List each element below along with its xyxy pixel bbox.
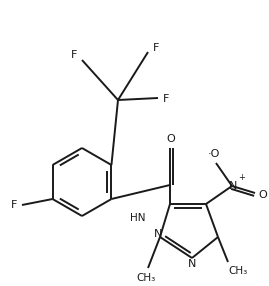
Text: +: + — [239, 172, 245, 182]
Text: ·O: ·O — [208, 149, 220, 159]
Text: O: O — [167, 134, 175, 144]
Text: HN: HN — [130, 213, 146, 223]
Text: F: F — [71, 50, 77, 60]
Text: N: N — [229, 181, 237, 191]
Text: F: F — [163, 94, 169, 104]
Text: F: F — [153, 43, 159, 53]
Text: CH₃: CH₃ — [136, 273, 156, 283]
Text: N: N — [188, 259, 196, 269]
Text: N: N — [154, 229, 162, 239]
Text: O: O — [259, 190, 267, 200]
Text: F: F — [11, 200, 17, 210]
Text: CH₃: CH₃ — [228, 266, 248, 276]
